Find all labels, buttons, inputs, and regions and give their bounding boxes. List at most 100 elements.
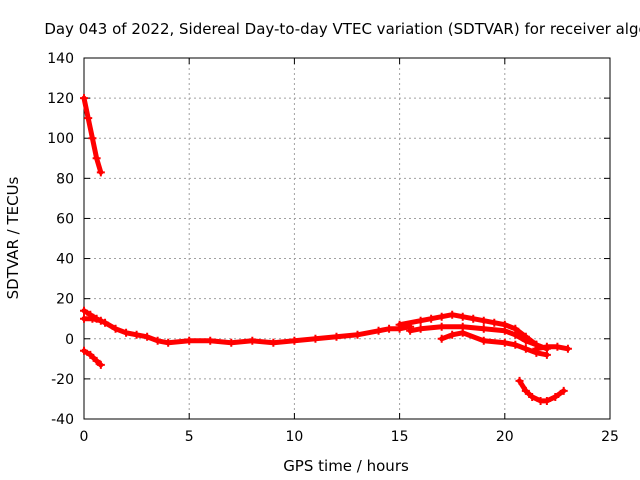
data-point <box>458 312 467 321</box>
data-point <box>290 336 299 345</box>
data-point <box>542 350 551 359</box>
data-point <box>490 318 499 327</box>
series-arc-late-tail <box>532 342 572 353</box>
data-point <box>511 330 520 339</box>
data-point <box>80 94 88 103</box>
data-point <box>528 392 537 401</box>
x-tick-label: 10 <box>285 429 303 445</box>
y-tick-label: -20 <box>51 372 74 388</box>
y-axis-title: SDTVAR / TECUs <box>4 176 22 299</box>
x-axis-title: GPS time / hours <box>283 457 409 475</box>
data-point <box>153 336 162 345</box>
series-arc-main-secondary <box>80 314 105 325</box>
series-line <box>407 324 550 352</box>
data-point <box>88 134 97 143</box>
x-tick-label: 25 <box>601 429 619 445</box>
y-tick-label: 140 <box>47 51 74 67</box>
data-point <box>500 338 509 347</box>
data-point <box>559 386 568 395</box>
data-point <box>395 320 404 329</box>
x-tick-label: 0 <box>80 429 89 445</box>
data-point <box>164 338 173 347</box>
data-point <box>206 336 215 345</box>
y-tick-label: 0 <box>65 332 74 348</box>
data-point <box>437 334 446 343</box>
axis-ticks: 0 5 10 15 20 25 -40 -20 0 20 40 60 80 100 120 140 <box>47 51 619 445</box>
series-arc-early-high <box>80 94 105 177</box>
data-point <box>532 344 541 353</box>
data-point <box>269 338 278 347</box>
data-point <box>84 114 93 123</box>
data-point <box>227 338 236 347</box>
series-layer <box>80 94 572 405</box>
data-point <box>515 376 524 385</box>
y-tick-label: 80 <box>56 171 74 187</box>
data-point <box>385 324 394 333</box>
data-point <box>511 340 520 349</box>
y-tick-label: 100 <box>47 131 74 147</box>
data-point <box>96 360 105 369</box>
y-tick-label: -40 <box>51 412 74 428</box>
series-arc-dip <box>515 376 568 405</box>
data-point <box>96 168 105 177</box>
data-point <box>469 314 478 323</box>
data-point <box>458 328 467 337</box>
data-point <box>479 316 488 325</box>
data-point <box>479 336 488 345</box>
series-line <box>533 344 571 352</box>
data-point <box>448 310 457 319</box>
data-point <box>92 356 101 365</box>
chart-title: Day 043 of 2022, Sidereal Day-to-day VTE… <box>44 20 640 38</box>
data-point <box>132 330 141 339</box>
series-line <box>81 348 104 368</box>
data-point <box>406 326 415 335</box>
data-point <box>521 336 530 345</box>
data-point <box>332 332 341 341</box>
data-point <box>96 316 105 325</box>
data-point <box>479 324 488 333</box>
y-tick-label: 20 <box>56 292 74 308</box>
data-point <box>92 154 101 163</box>
y-tick-label: 60 <box>56 211 74 227</box>
data-point <box>374 326 383 335</box>
series-arc-late-lower <box>437 328 551 359</box>
data-point <box>353 330 362 339</box>
data-point <box>437 322 446 331</box>
data-point <box>500 326 509 335</box>
y-tick-label: 120 <box>47 91 74 107</box>
x-tick-label: 20 <box>496 429 514 445</box>
data-point <box>88 314 97 323</box>
data-point <box>551 392 560 401</box>
grid <box>84 58 610 419</box>
data-point <box>248 336 257 345</box>
data-point <box>311 334 320 343</box>
data-point <box>143 332 152 341</box>
data-point <box>80 306 88 315</box>
data-point <box>553 342 562 351</box>
x-tick-label: 15 <box>391 429 409 445</box>
data-point <box>101 318 110 327</box>
data-point <box>542 342 551 351</box>
data-point <box>448 330 457 339</box>
x-tick-label: 5 <box>185 429 194 445</box>
data-point <box>563 344 572 353</box>
series-arc-early-negative <box>80 346 105 369</box>
series-arc-main <box>80 306 415 347</box>
series-arc-late-upper <box>395 310 541 349</box>
data-point <box>521 344 530 353</box>
data-point <box>111 324 120 333</box>
data-point <box>185 336 194 345</box>
data-point <box>80 314 88 323</box>
series-line <box>81 308 413 346</box>
y-tick-label: 40 <box>56 252 74 268</box>
data-point <box>437 312 446 321</box>
plot-frame <box>83 57 611 420</box>
data-point <box>542 396 551 405</box>
data-point <box>521 386 530 395</box>
data-point <box>86 350 95 359</box>
data-point <box>427 314 436 323</box>
data-point <box>416 324 425 333</box>
data-point <box>122 328 131 337</box>
data-point <box>80 346 88 355</box>
